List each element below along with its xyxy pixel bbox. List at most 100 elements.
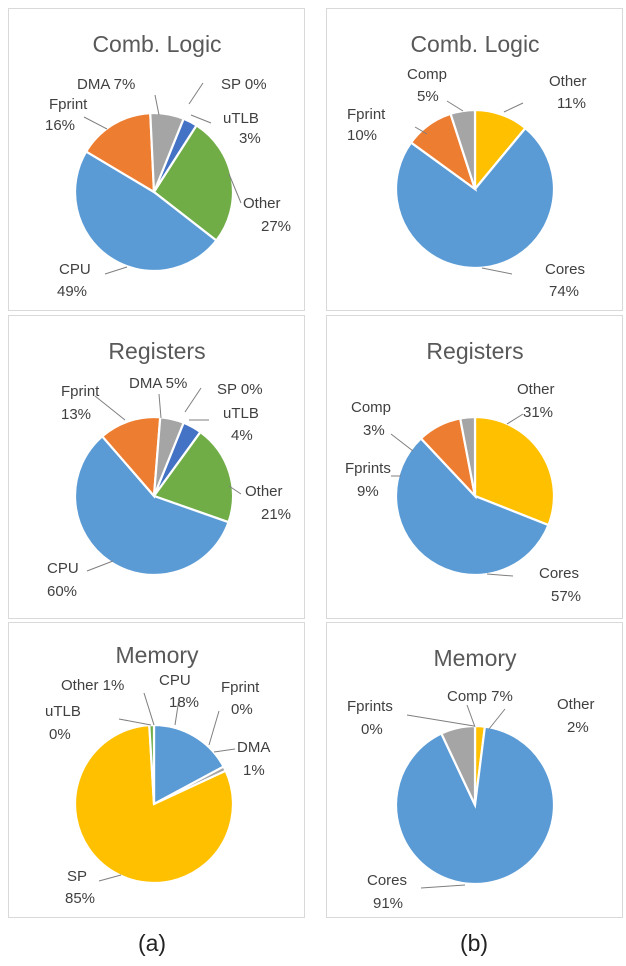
- slice-label-cores: Cores: [545, 261, 585, 278]
- slice-label-comp: Comp 7%: [447, 688, 513, 705]
- leader-line-cpu: [86, 560, 114, 572]
- pie-slice-cores: [394, 725, 556, 886]
- pie-chart-b-memory: Memory Other 2% Cores 91% Fprints 0% Comp 7%: [347, 645, 595, 912]
- pie-slice-fprint: [84, 111, 156, 194]
- pie-slice-fprint: [100, 415, 162, 499]
- slice-label-fprints: Fprints: [347, 698, 393, 715]
- leader-line-other: [506, 413, 524, 425]
- leader-line-comp: [466, 704, 476, 728]
- slice-label-fprint: Fprint: [61, 383, 100, 400]
- chart-title: Memory: [115, 642, 199, 668]
- slice-percent-fprint: 10%: [347, 127, 377, 144]
- pie-chart-a-registers: Registers SP 0% uTLB 4% Other 21% CPU 60% Fprint…: [47, 338, 291, 600]
- pie-chart-b-comb-logic: Comb. Logic Other 11% Cores 74% Fprint 10% Comp…: [347, 31, 587, 300]
- slice-percent-utlb: 3%: [239, 130, 261, 147]
- leader-line-other: [488, 708, 506, 730]
- chart-panel-b-memory: Memory Other 2% Cores 91% Fprints 0% Comp 7%: [326, 622, 623, 918]
- pie-slice-cores: [394, 436, 550, 577]
- leader-line-fprint: [414, 126, 428, 135]
- slice-label-sp: SP: [67, 868, 87, 885]
- slice-percent-other: 27%: [261, 218, 291, 235]
- slice-label-cpu: CPU: [59, 261, 91, 278]
- chart-title: Registers: [108, 338, 205, 364]
- slice-percent-comp: 5%: [417, 88, 439, 105]
- slice-percent-fprint: 13%: [61, 406, 91, 423]
- leader-line-sp: [184, 387, 202, 413]
- pie-slice-cores: [394, 126, 556, 270]
- slice-percent-comp: 3%: [363, 422, 385, 439]
- caption-a: (a): [137, 930, 167, 956]
- slice-percent-cpu: 18%: [169, 694, 199, 711]
- slice-label-fprint: Fprint: [221, 679, 260, 696]
- chart-panel-a-memory: Memory CPU 18% Fprint 0% DMA 1% SP 85% uTLB 0% Othe…: [8, 622, 305, 918]
- slice-label-other: Other 1%: [61, 677, 124, 694]
- leader-line-utlb: [190, 114, 212, 124]
- slice-label-dma: DMA: [237, 739, 270, 756]
- slice-percent-utlb: 4%: [231, 427, 253, 444]
- slice-label-cpu: CPU: [47, 560, 79, 577]
- leader-line-dma: [213, 748, 236, 753]
- leader-line-cpu: [174, 698, 180, 726]
- slice-percent-cores: 74%: [549, 283, 579, 300]
- leader-line-cores: [486, 573, 514, 577]
- leader-line-sp: [98, 874, 122, 882]
- pie-slice-cpu: [73, 434, 230, 577]
- chart-title: Registers: [426, 338, 523, 364]
- slice-label-utlb: uTLB: [223, 110, 259, 127]
- pie-chart-a-memory: Memory CPU 18% Fprint 0% DMA 1% SP 85% uTLB 0% Othe…: [45, 642, 270, 907]
- slice-label-cpu: CPU: [159, 672, 191, 689]
- pie-chart-b-registers: Registers Other 31% Cores 57% Fprints 9% Comp 3%: [345, 338, 581, 605]
- slice-label-fprint: Fprint: [49, 96, 88, 113]
- leader-line-fprint: [83, 116, 108, 130]
- slice-label-other: Other: [245, 483, 283, 500]
- slice-label-other: Other: [557, 696, 595, 713]
- pie-slice-dma: [152, 416, 186, 497]
- slice-percent-cores: 91%: [373, 895, 403, 912]
- chart-panel-b-comb-logic: Comb. Logic Other 11% Cores 74% Fprint 10% Comp…: [326, 8, 623, 311]
- pie-chart-a-comb-logic: Comb. Logic SP 0% uTLB 3% Other 27% CPU 49% Fpri…: [45, 31, 291, 300]
- chart-panel-a-comb-logic: Comb. Logic SP 0% uTLB 3% Other 27% CPU 49% Fpri…: [8, 8, 305, 311]
- slice-label-comp: Comp: [351, 399, 391, 416]
- leader-line-comp: [390, 433, 414, 452]
- leader-line-comp: [446, 100, 464, 112]
- leader-line-sp: [188, 82, 204, 105]
- slice-label-cores: Cores: [539, 565, 579, 582]
- slice-percent-other: 2%: [567, 719, 589, 736]
- slice-percent-cpu: 49%: [57, 283, 87, 300]
- slice-label-fprint: Fprint: [347, 106, 386, 123]
- slice-percent-fprints: 9%: [357, 483, 379, 500]
- chart-title: Memory: [433, 645, 517, 671]
- slice-label-comp: Comp: [407, 66, 447, 83]
- slice-label-dma: DMA 7%: [77, 76, 135, 93]
- slice-label-other: Other: [243, 195, 281, 212]
- slice-percent-other: 11%: [557, 95, 586, 112]
- pie-slice-other: [473, 415, 556, 527]
- slice-percent-fprint: 16%: [45, 117, 75, 134]
- slice-label-sp: SP 0%: [217, 381, 263, 398]
- leader-line-cores: [420, 884, 466, 889]
- pie-slice-cpu: [73, 150, 218, 273]
- leader-line-dma: [158, 393, 162, 419]
- slice-percent-other: 31%: [523, 404, 553, 421]
- leader-line-dma: [154, 94, 160, 116]
- slice-label-dma: DMA 5%: [129, 375, 187, 392]
- caption-b: (b): [459, 930, 489, 956]
- chart-title: Comb. Logic: [410, 31, 539, 57]
- leader-line-fprint: [94, 395, 126, 421]
- leader-line-fprint: [208, 710, 220, 746]
- chart-panel-b-registers: Registers Other 31% Cores 57% Fprints 9% Comp 3%: [326, 315, 623, 619]
- slice-percent-fprint: 0%: [231, 701, 253, 718]
- leader-line-utlb: [118, 718, 152, 726]
- slice-label-other: Other: [549, 73, 587, 90]
- slice-label-cores: Cores: [367, 872, 407, 889]
- pie-slice-comp: [458, 415, 477, 497]
- slice-percent-dma: 1%: [243, 762, 265, 779]
- pie-slice-other: [152, 123, 235, 243]
- slice-label-utlb: uTLB: [223, 405, 259, 422]
- slice-percent-other: 21%: [261, 506, 291, 523]
- pie-slice-other: [152, 430, 235, 524]
- slice-label-utlb: uTLB: [45, 703, 81, 720]
- leader-line-other: [143, 692, 155, 726]
- pie-slice-sp: [73, 723, 235, 885]
- slice-percent-fprints: 0%: [361, 721, 383, 738]
